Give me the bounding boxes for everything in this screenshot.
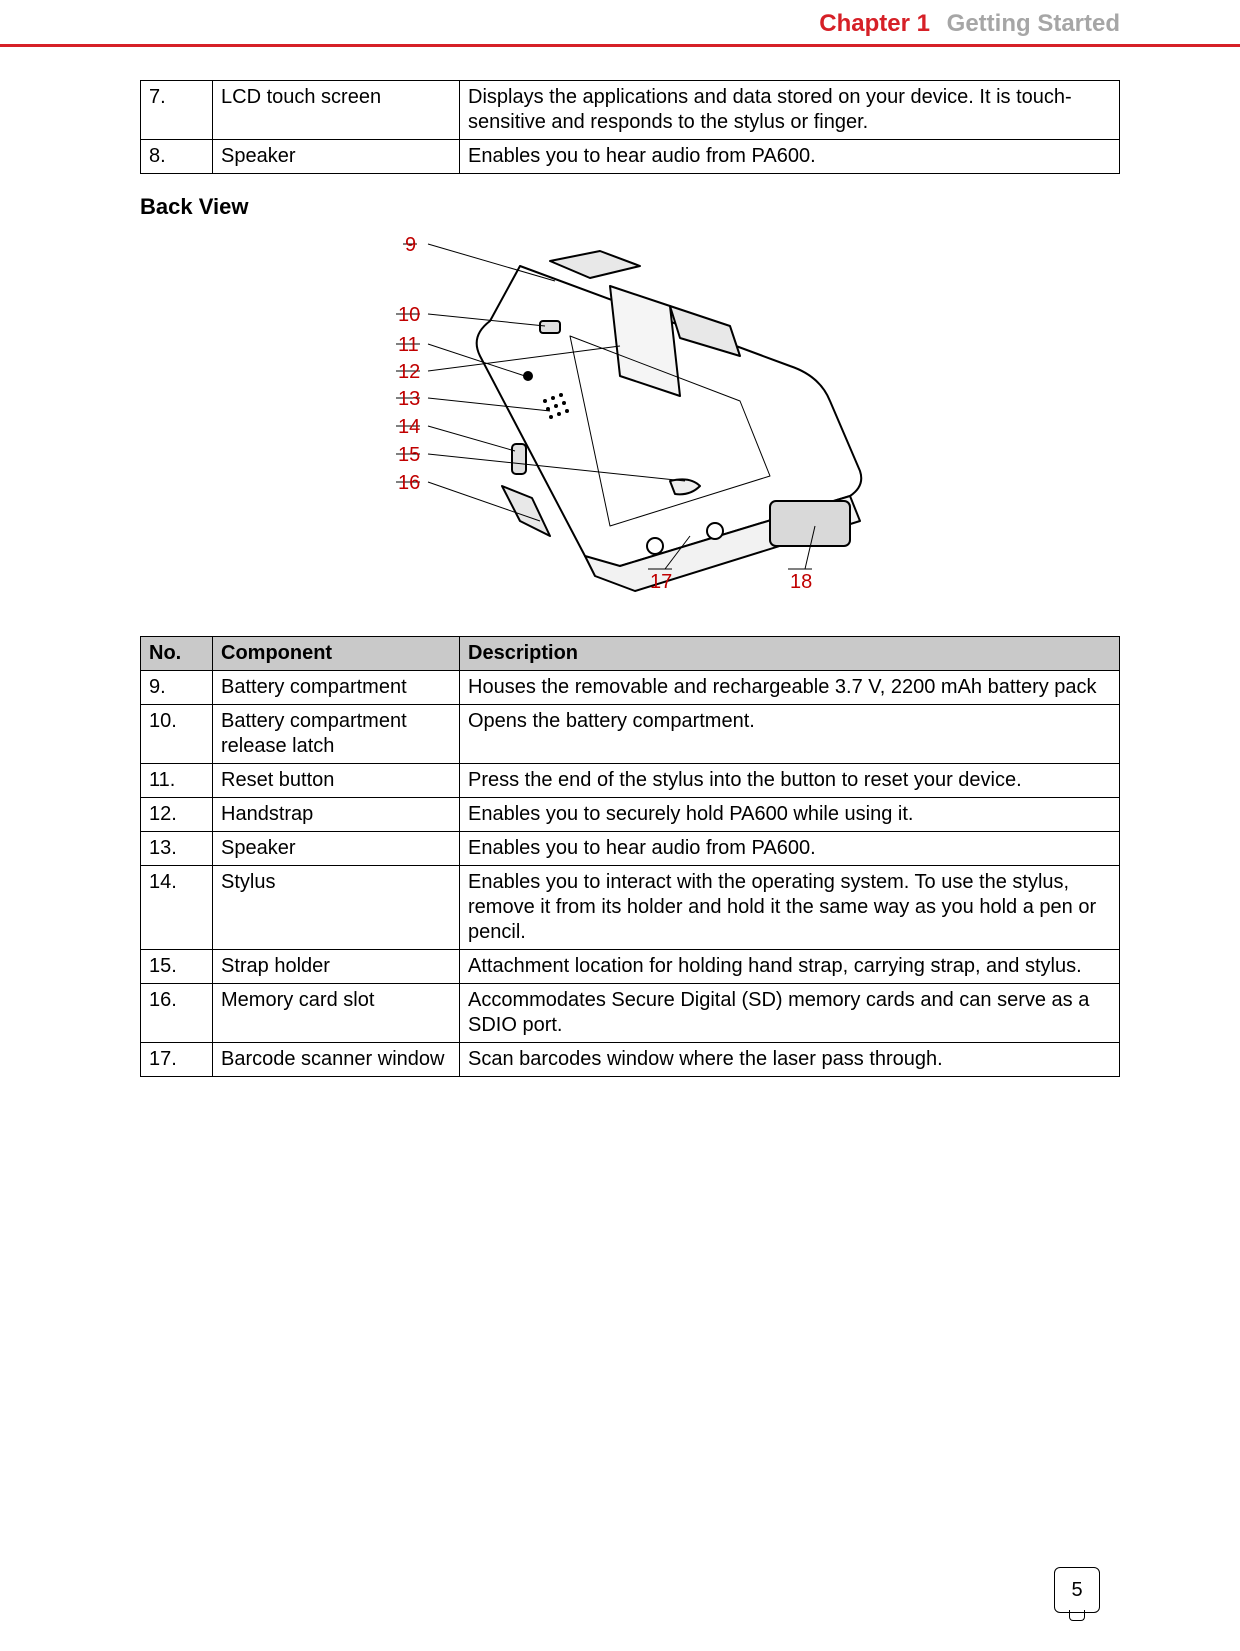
- diagram-callout-12: 12: [398, 361, 420, 384]
- cell-no: 8.: [141, 140, 213, 174]
- chapter-label: Chapter 1: [819, 10, 930, 37]
- cell-description: Enables you to interact with the operati…: [460, 866, 1120, 950]
- cell-component: Handstrap: [213, 798, 460, 832]
- section-title: Back View: [140, 194, 1120, 220]
- cell-no: 17.: [141, 1043, 213, 1077]
- chapter-title: Getting Started: [947, 10, 1120, 37]
- cell-component: Stylus: [213, 866, 460, 950]
- cell-component: Battery compartment: [213, 671, 460, 705]
- col-header-comp: Component: [213, 637, 460, 671]
- content: 7.LCD touch screenDisplays the applicati…: [140, 0, 1120, 1077]
- cell-no: 7.: [141, 81, 213, 140]
- table-row: 15.Strap holderAttachment location for h…: [141, 950, 1120, 984]
- cell-no: 13.: [141, 832, 213, 866]
- cell-no: 11.: [141, 764, 213, 798]
- cell-component: Barcode scanner window: [213, 1043, 460, 1077]
- cell-component: Reset button: [213, 764, 460, 798]
- top-spec-table: 7.LCD touch screenDisplays the applicati…: [140, 80, 1120, 174]
- diagram-callout-16: 16: [398, 472, 420, 495]
- cell-no: 12.: [141, 798, 213, 832]
- table-row: 14.StylusEnables you to interact with th…: [141, 866, 1120, 950]
- cell-component: Speaker: [213, 832, 460, 866]
- cell-component: Battery compartment release latch: [213, 705, 460, 764]
- cell-component: Speaker: [213, 140, 460, 174]
- cell-no: 16.: [141, 984, 213, 1043]
- cell-description: Scan barcodes window where the laser pas…: [460, 1043, 1120, 1077]
- header-rule: [0, 44, 1240, 47]
- table-row: 9.Battery compartmentHouses the removabl…: [141, 671, 1120, 705]
- diagram-callout-13: 13: [398, 388, 420, 411]
- cell-description: Houses the removable and rechargeable 3.…: [460, 671, 1120, 705]
- cell-description: Displays the applications and data store…: [460, 81, 1120, 140]
- table-row: 11.Reset buttonPress the end of the styl…: [141, 764, 1120, 798]
- cell-component: Strap holder: [213, 950, 460, 984]
- page-number-tick: [1069, 1610, 1085, 1621]
- cell-component: LCD touch screen: [213, 81, 460, 140]
- cell-description: Opens the battery compartment.: [460, 705, 1120, 764]
- cell-description: Enables you to hear audio from PA600.: [460, 140, 1120, 174]
- cell-no: 10.: [141, 705, 213, 764]
- cell-no: 14.: [141, 866, 213, 950]
- page-header: Chapter 1 Getting Started: [819, 10, 1120, 38]
- table-row: 12.HandstrapEnables you to securely hold…: [141, 798, 1120, 832]
- cell-component: Memory card slot: [213, 984, 460, 1043]
- diagram-callout-17: 17: [650, 571, 672, 594]
- table-row: 13.SpeakerEnables you to hear audio from…: [141, 832, 1120, 866]
- col-header-desc: Description: [460, 637, 1120, 671]
- diagram-callout-14: 14: [398, 416, 420, 439]
- diagram-callout-9: 9: [405, 234, 416, 257]
- cell-description: Attachment location for holding hand str…: [460, 950, 1120, 984]
- diagram-callout-10: 10: [398, 304, 420, 327]
- table-row: 10.Battery compartment release latchOpen…: [141, 705, 1120, 764]
- page: Chapter 1 Getting Started 7.LCD touch sc…: [0, 0, 1240, 1651]
- cell-no: 9.: [141, 671, 213, 705]
- cell-description: Enables you to securely hold PA600 while…: [460, 798, 1120, 832]
- table-header-row: No. Component Description: [141, 637, 1120, 671]
- diagram-callout-18: 18: [790, 571, 812, 594]
- page-number: 5: [1054, 1567, 1100, 1613]
- col-header-no: No.: [141, 637, 213, 671]
- main-spec-table: No. Component Description 9.Battery comp…: [140, 636, 1120, 1077]
- diagram-callout-15: 15: [398, 444, 420, 467]
- back-view-diagram: 9 10 11 12 13 14 15 16 17 18: [320, 226, 940, 606]
- table-row: 17.Barcode scanner windowScan barcodes w…: [141, 1043, 1120, 1077]
- cell-description: Press the end of the stylus into the but…: [460, 764, 1120, 798]
- cell-description: Enables you to hear audio from PA600.: [460, 832, 1120, 866]
- table-row: 16.Memory card slotAccommodates Secure D…: [141, 984, 1120, 1043]
- cell-no: 15.: [141, 950, 213, 984]
- cell-description: Accommodates Secure Digital (SD) memory …: [460, 984, 1120, 1043]
- table-row: 8.SpeakerEnables you to hear audio from …: [141, 140, 1120, 174]
- table-row: 7.LCD touch screenDisplays the applicati…: [141, 81, 1120, 140]
- diagram-callout-11: 11: [398, 334, 419, 357]
